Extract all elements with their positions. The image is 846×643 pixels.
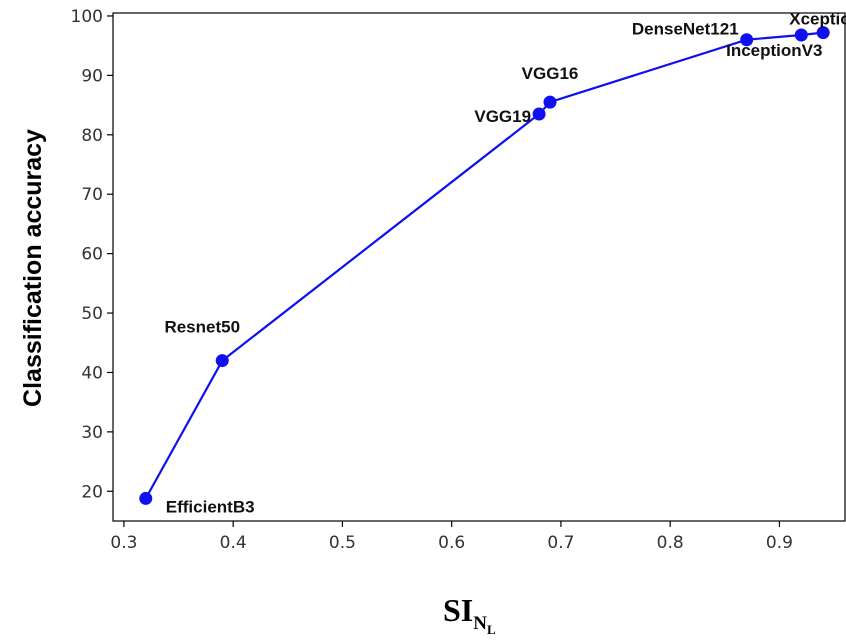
- point-label: VGG19: [474, 107, 531, 126]
- x-axis-ticks: 0.3 0.4 0.5 0.6 0.7 0.8 0.9: [110, 521, 793, 553]
- y-tick-label: 90: [81, 66, 103, 86]
- y-tick-label: 60: [81, 245, 103, 265]
- y-tick-label: 100: [71, 7, 103, 27]
- x-axis-label-sub: N: [473, 613, 487, 634]
- point-label: VGG16: [522, 64, 579, 83]
- plot-frame: [112, 12, 846, 522]
- x-tick-label: 0.7: [547, 533, 574, 553]
- point-label: DenseNet121: [632, 20, 739, 39]
- data-point: [532, 107, 546, 121]
- point-label: Xception: [789, 10, 846, 29]
- x-tick-label: 0.3: [110, 533, 137, 553]
- x-tick-label: 0.5: [329, 533, 356, 553]
- x-tick-label: 0.6: [438, 533, 465, 553]
- y-tick-label: 80: [81, 126, 103, 146]
- data-point: [543, 95, 557, 109]
- x-tick-label: 0.4: [220, 533, 247, 553]
- x-axis-label: SINL: [443, 592, 496, 637]
- y-tick-label: 50: [81, 304, 103, 324]
- accuracy-line: [144, 31, 824, 499]
- data-point: [740, 33, 754, 47]
- y-axis-label: Classification accuracy: [19, 129, 47, 407]
- data-point: [215, 354, 229, 368]
- x-axis-label-main: SI: [443, 592, 473, 628]
- y-tick-label: 40: [81, 363, 103, 383]
- point-label: EfficientB3: [166, 497, 255, 516]
- y-axis-ticks: 20 30 40 50 60 70 80 90 100: [71, 7, 113, 502]
- data-point: [816, 26, 830, 40]
- x-tick-label: 0.9: [766, 533, 793, 553]
- point-label: Resnet50: [164, 318, 240, 337]
- series-line: [139, 26, 830, 505]
- data-point: [794, 28, 808, 42]
- data-point: [139, 491, 153, 505]
- x-tick-label: 0.8: [657, 533, 684, 553]
- y-tick-label: 30: [81, 423, 103, 443]
- y-tick-label: 20: [81, 482, 103, 502]
- point-labels: EfficientB3 Resnet50 VGG19 VGG16 DenseNet121…: [164, 10, 846, 517]
- y-tick-label: 70: [81, 185, 103, 205]
- point-label: InceptionV3: [726, 41, 822, 60]
- x-axis-label-subsub: L: [487, 622, 496, 637]
